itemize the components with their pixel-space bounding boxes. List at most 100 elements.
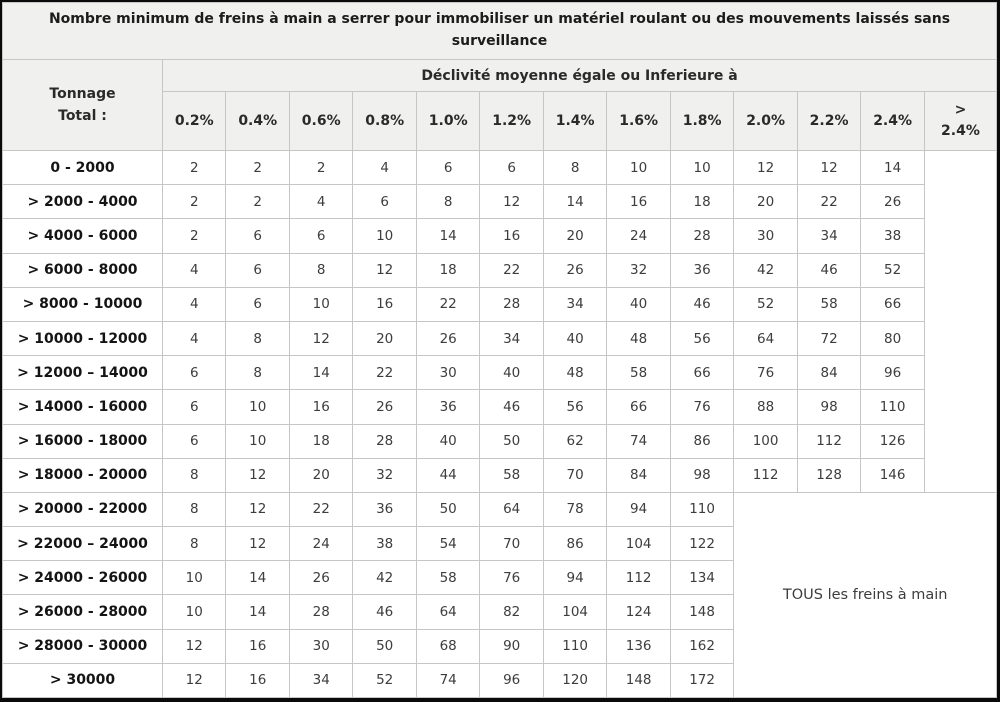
- col-header-1-8pct: 1.8%: [669, 91, 735, 151]
- brake-count-cell: 30: [288, 628, 354, 664]
- table-row: > 18000 - 20000 8 12 20 32 44 58 70 84 98 112 128 14…: [2, 457, 997, 493]
- brake-count-cell: 28: [352, 423, 417, 459]
- brake-count-cell: 110: [669, 491, 735, 528]
- brake-count-cell: 26: [288, 560, 354, 596]
- brake-count-cell: 2: [225, 184, 290, 220]
- brake-count-cell: 36: [669, 252, 735, 288]
- col-header-0-2pct: 0.2%: [161, 91, 227, 151]
- brake-count-cell: 34: [479, 320, 544, 357]
- brake-count-cell: 6: [225, 286, 290, 322]
- brake-count-cell: 56: [669, 320, 735, 357]
- brake-count-cell: 110: [860, 389, 925, 425]
- brake-count-cell: 18: [415, 252, 481, 288]
- tonnage-range-cell: > 2000 - 4000: [2, 184, 163, 220]
- brake-count-cell: 96: [860, 355, 925, 391]
- brake-count-cell: 42: [352, 560, 417, 596]
- brake-count-cell: 112: [606, 560, 671, 596]
- brake-count-cell: 162: [669, 628, 735, 664]
- brake-count-cell: 6: [161, 423, 227, 459]
- brake-count-cell: 6: [415, 149, 481, 186]
- brake-count-cell: 58: [796, 286, 862, 322]
- brake-count-cell: 52: [352, 662, 417, 699]
- brake-count-cell: 2: [288, 149, 354, 186]
- col-header-0-8pct: 0.8%: [352, 91, 417, 151]
- brake-count-cell: 22: [796, 184, 862, 220]
- brake-count-cell: 24: [606, 218, 671, 254]
- brake-count-cell: 22: [352, 355, 417, 391]
- brake-count-cell: 148: [606, 662, 671, 699]
- title-row: Nombre minimum de freins à main a serrer…: [2, 2, 997, 60]
- brake-count-cell: 74: [606, 423, 671, 459]
- brake-count-cell: 22: [415, 286, 481, 322]
- table-row: > 8000 - 10000 4 6 10 16 22 28 34 40 46 52 58 66: [2, 286, 997, 322]
- brake-count-cell: 34: [796, 218, 862, 254]
- brake-count-cell: 6: [161, 389, 227, 425]
- table-title: Nombre minimum de freins à main a serrer…: [2, 2, 997, 60]
- tonnage-range-cell: > 26000 - 28000: [2, 594, 163, 630]
- brake-count-cell: 84: [796, 355, 862, 391]
- brake-count-cell: 32: [352, 457, 417, 493]
- brake-count-cell: 94: [542, 560, 608, 596]
- brake-count-cell: 26: [542, 252, 608, 288]
- brake-count-cell: 26: [415, 320, 481, 357]
- brake-count-cell: 10: [669, 149, 735, 186]
- col-header-0-6pct: 0.6%: [288, 91, 354, 151]
- brake-count-cell: 68: [415, 628, 481, 664]
- brake-count-cell: 8: [161, 526, 227, 562]
- table-row: > 26000 - 28000 10 14 28 46 64 82 104 124 148: [2, 594, 997, 630]
- brake-count-cell: 14: [860, 149, 925, 186]
- brake-count-cell: 110: [542, 628, 608, 664]
- brake-count-cell: 50: [415, 491, 481, 528]
- brake-count-cell: 2: [225, 149, 290, 186]
- brake-count-cell: 10: [288, 286, 354, 322]
- tonnage-range-cell: > 24000 - 26000: [2, 560, 163, 596]
- brake-count-cell: 36: [352, 491, 417, 528]
- brake-count-cell: 12: [733, 149, 798, 186]
- brake-count-cell: 120: [542, 662, 608, 699]
- tonnage-range-cell: > 12000 – 14000: [2, 355, 163, 391]
- brake-count-cell: 126: [860, 423, 925, 459]
- col-header-1-4pct: 1.4%: [542, 91, 608, 151]
- brake-count-cell: 104: [542, 594, 608, 630]
- brake-count-cell: 100: [733, 423, 798, 459]
- brake-count-cell: 148: [669, 594, 735, 630]
- table-header: Nombre minimum de freins à main a serrer…: [2, 2, 998, 151]
- brake-count-cell: 6: [288, 218, 354, 254]
- brake-count-cell: 52: [860, 252, 925, 288]
- tonnage-column-header: Tonnage Total :: [2, 59, 163, 151]
- brake-count-cell: 8: [225, 355, 290, 391]
- brake-count-cell: 12: [479, 184, 544, 220]
- brake-count-cell: 58: [606, 355, 671, 391]
- brake-count-cell: 66: [606, 389, 671, 425]
- brake-count-cell: 50: [479, 423, 544, 459]
- brake-count-cell: 14: [225, 560, 290, 596]
- brake-count-cell: 74: [415, 662, 481, 699]
- brake-count-cell: 14: [225, 594, 290, 630]
- brake-count-cell: 8: [161, 457, 227, 493]
- brake-count-cell: 38: [352, 526, 417, 562]
- gradient-group-header: Déclivité moyenne égale ou Inferieure à: [162, 59, 997, 92]
- brake-count-cell: 12: [161, 628, 227, 664]
- brake-count-cell: 124: [606, 594, 671, 630]
- brake-count-cell: 4: [161, 286, 227, 322]
- brake-count-cell: 86: [542, 526, 608, 562]
- tonnage-range-cell: > 18000 - 20000: [2, 457, 163, 493]
- col-header-1-6pct: 1.6%: [606, 91, 671, 151]
- brake-count-cell: 96: [479, 662, 544, 699]
- brake-count-cell: 112: [796, 423, 862, 459]
- brake-count-cell: 6: [352, 184, 417, 220]
- tonnage-range-cell: > 6000 - 8000: [2, 252, 163, 288]
- brake-count-cell: 146: [860, 457, 925, 493]
- brake-count-cell: 12: [225, 526, 290, 562]
- brake-count-cell: 62: [542, 423, 608, 459]
- tonnage-range-cell: > 22000 – 24000: [2, 526, 163, 562]
- brake-count-cell: 16: [352, 286, 417, 322]
- brake-count-cell: 28: [288, 594, 354, 630]
- col-header-0-4pct: 0.4%: [225, 91, 290, 151]
- brake-count-cell: 46: [669, 286, 735, 322]
- brake-count-cell: 20: [288, 457, 354, 493]
- brake-count-cell: 76: [479, 560, 544, 596]
- brake-count-cell: 34: [288, 662, 354, 699]
